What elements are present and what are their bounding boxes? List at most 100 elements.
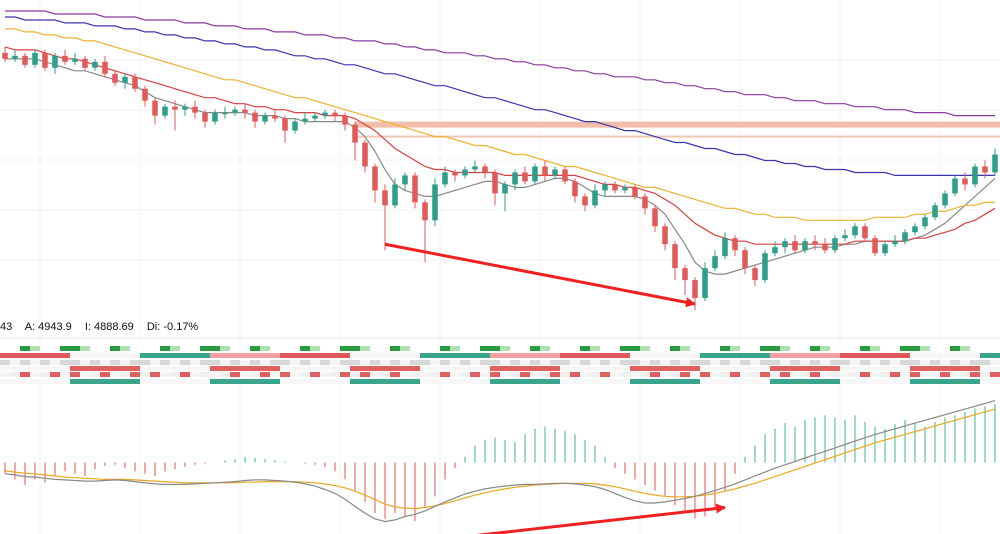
indicator-segment (80, 346, 91, 351)
indicator-segment (720, 366, 731, 371)
indicator-segment (970, 379, 981, 384)
indicator-segment (850, 346, 861, 351)
indicator-segment (730, 360, 741, 365)
indicator-segment (650, 360, 661, 365)
indicator-segment (700, 379, 711, 384)
indicator-segment (380, 372, 391, 377)
indicator-segment (710, 372, 721, 377)
indicator-segment (460, 366, 471, 371)
indicator-segment (290, 360, 301, 365)
indicator-segment (600, 379, 611, 384)
indicator-segment (120, 379, 131, 384)
indicator-segment (460, 379, 471, 384)
indicator-segment (440, 360, 451, 365)
indicator-segment (130, 379, 141, 384)
indicator-segment (110, 346, 121, 351)
indicator-segment (850, 372, 861, 377)
candle-body (52, 55, 58, 68)
candle (542, 160, 548, 182)
indicator-segment (990, 379, 1000, 384)
indicator-segment (910, 346, 921, 351)
indicator-segment (750, 366, 761, 371)
indicator-segment (530, 366, 541, 371)
indicator-segment (650, 379, 661, 384)
indicator-segment (760, 353, 771, 358)
indicator-segment (50, 360, 61, 365)
indicator-segment (390, 353, 401, 358)
indicator-segment (600, 346, 611, 351)
candle (122, 73, 128, 89)
indicator-segment (210, 360, 221, 365)
indicator-segment (270, 353, 281, 358)
indicator-segment (110, 372, 121, 377)
indicator-segment (850, 353, 861, 358)
candle-body (382, 190, 388, 206)
indicator-segment (420, 379, 431, 384)
indicator-segment (330, 346, 341, 351)
indicator-segment (100, 379, 111, 384)
indicator-segment (540, 346, 551, 351)
candle-body (32, 52, 38, 65)
indicator-segment (340, 360, 351, 365)
candle (702, 262, 708, 302)
indicator-segment (330, 372, 341, 377)
indicator-segment (610, 346, 621, 351)
indicator-segment (850, 366, 861, 371)
indicator-segment (340, 353, 351, 358)
indicator-segment (410, 346, 421, 351)
indicator-segment (180, 346, 191, 351)
indicator-segment (230, 372, 241, 377)
indicator-segment (860, 360, 871, 365)
indicator-segment (640, 346, 651, 351)
candle-body (212, 112, 218, 122)
candle-body (862, 226, 868, 239)
indicator-segment (10, 360, 21, 365)
indicator-segment (750, 379, 761, 384)
indicator-segment (800, 353, 811, 358)
candle (402, 172, 408, 191)
indicator-segment (230, 360, 241, 365)
candle-body (452, 172, 458, 176)
indicator-segment (730, 379, 741, 384)
indicator-segment (880, 366, 891, 371)
indicator-segment (800, 360, 811, 365)
indicator-segment (860, 346, 871, 351)
indicator-segment (870, 379, 881, 384)
indicator-segment (290, 353, 301, 358)
indicator-segment (160, 353, 171, 358)
indicator-segment (290, 379, 301, 384)
candle-body (532, 166, 538, 182)
indicator-segment (720, 360, 731, 365)
indicator-segment (500, 360, 511, 365)
indicator-segment (720, 372, 731, 377)
candle-body (602, 184, 608, 191)
indicator-segment (790, 346, 801, 351)
indicator-segment (70, 379, 81, 384)
indicator-segment (840, 346, 851, 351)
candle-body (482, 166, 488, 173)
indicator-segment (270, 366, 281, 371)
indicator-segment (470, 372, 481, 377)
candle-body (782, 241, 788, 248)
candle (592, 184, 598, 209)
candle-body (872, 238, 878, 254)
indicator-segment (690, 366, 701, 371)
indicator-segment (140, 372, 151, 377)
indicator-segment (770, 379, 781, 384)
indicator-segment (300, 346, 311, 351)
candle (822, 238, 828, 254)
indicator-segment (990, 366, 1000, 371)
indicator-segment (930, 360, 941, 365)
indicator-segment (450, 353, 461, 358)
indicator-segment (800, 366, 811, 371)
candle-body (622, 187, 628, 191)
indicator-segment (930, 353, 941, 358)
indicator-segment (970, 366, 981, 371)
ma-line (5, 28, 995, 221)
candle (72, 52, 78, 65)
candle (252, 109, 258, 128)
indicator-segment (320, 353, 331, 358)
candle (752, 265, 758, 287)
indicator-segment (240, 360, 251, 365)
candle (442, 166, 448, 188)
